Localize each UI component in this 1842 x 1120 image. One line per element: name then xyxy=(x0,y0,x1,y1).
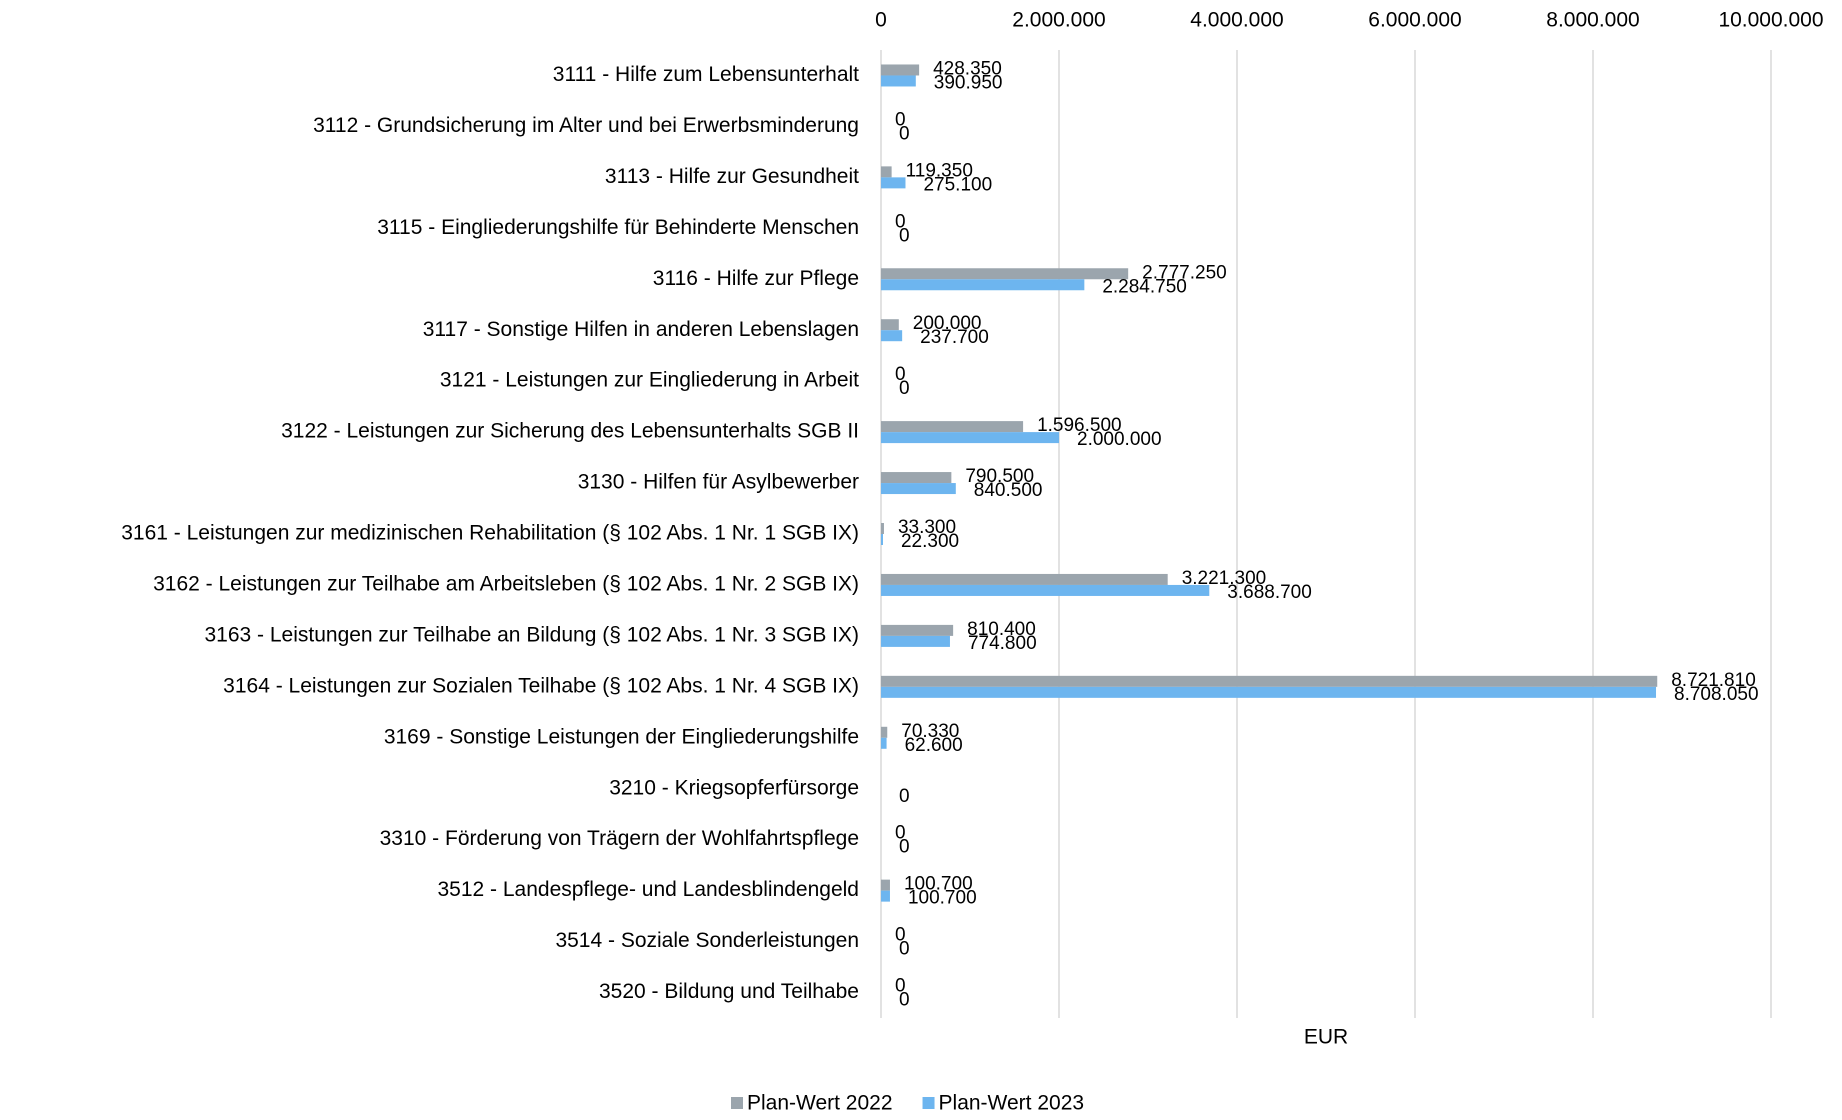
value-label: 0 xyxy=(895,823,906,844)
value-label: 0 xyxy=(899,786,910,807)
legend-swatch xyxy=(731,1097,743,1109)
value-label: 33.300 xyxy=(898,517,956,538)
bar xyxy=(881,268,1129,280)
value-label: 0 xyxy=(899,990,910,1011)
y-tick-label: 3117 - Sonstige Hilfen in anderen Lebens… xyxy=(423,318,859,341)
x-tick-label: 4.000.000 xyxy=(1190,9,1283,32)
value-label: 119.350 xyxy=(906,160,973,181)
value-label: 2.284.750 xyxy=(1102,276,1187,297)
value-label: 62.600 xyxy=(905,735,963,756)
bar xyxy=(881,624,954,636)
x-axis-label: EUR xyxy=(1304,1026,1348,1049)
value-label: 2.777.250 xyxy=(1142,262,1227,283)
y-tick-label: 3164 - Leistungen zur Sozialen Teilhabe … xyxy=(223,674,859,697)
value-label: 0 xyxy=(899,378,910,399)
value-label: 100.700 xyxy=(904,874,973,895)
bar xyxy=(881,573,1168,585)
y-tick-label: 3122 - Leistungen zur Sicherung des Lebe… xyxy=(281,420,859,443)
legend-label: Plan-Wert 2022 xyxy=(747,1092,893,1115)
bar xyxy=(881,75,916,87)
value-label: 8.721.810 xyxy=(1671,670,1756,691)
bar xyxy=(881,675,1658,687)
value-label: 200.000 xyxy=(913,313,982,334)
value-label: 237.700 xyxy=(920,327,989,348)
bar xyxy=(881,523,884,534)
bar xyxy=(881,330,903,342)
value-label: 0 xyxy=(895,211,906,232)
value-label: 0 xyxy=(899,225,910,246)
value-label: 790.500 xyxy=(965,466,1034,487)
value-label: 774.800 xyxy=(968,633,1037,654)
bar xyxy=(881,726,888,738)
value-label: 840.500 xyxy=(974,480,1043,501)
value-label: 3.221.300 xyxy=(1182,568,1267,589)
bar xyxy=(881,432,1059,444)
x-tick-label: 10.000.000 xyxy=(1718,9,1823,32)
y-tick-label: 3512 - Landespflege- und Landesblindenge… xyxy=(437,878,859,901)
bar xyxy=(881,483,956,495)
value-label: 22.300 xyxy=(901,531,959,552)
y-tick-label: 3210 - Kriegsopferfürsorge xyxy=(609,776,859,799)
bar xyxy=(881,890,890,902)
y-tick-label: 3113 - Hilfe zur Gesundheit xyxy=(605,165,859,188)
x-tick-label: 0 xyxy=(875,9,887,32)
bar xyxy=(881,319,899,331)
legend-swatch xyxy=(922,1097,935,1109)
bar xyxy=(881,879,890,891)
bar xyxy=(881,64,920,76)
x-tick-label: 2.000.000 xyxy=(1012,9,1105,32)
y-tick-label: 3520 - Bildung und Teilhabe xyxy=(599,980,859,1003)
bar xyxy=(881,166,892,178)
bar xyxy=(881,534,883,545)
bar xyxy=(881,279,1085,291)
value-label: 0 xyxy=(899,939,910,960)
y-tick-label: 3121 - Leistungen zur Eingliederung in A… xyxy=(440,369,859,392)
value-label: 0 xyxy=(895,925,906,946)
value-label: 1.596.500 xyxy=(1037,415,1122,436)
y-tick-label: 3161 - Leistungen zur medizinischen Reha… xyxy=(121,522,859,545)
legend-label: Plan-Wert 2023 xyxy=(939,1092,1085,1115)
value-label: 428.350 xyxy=(933,58,1002,79)
y-tick-label: 3163 - Leistungen zur Teilhabe an Bildun… xyxy=(204,623,859,646)
y-tick-label: 3169 - Sonstige Leistungen der Eingliede… xyxy=(384,725,859,748)
value-label: 0 xyxy=(895,109,906,130)
bar xyxy=(881,421,1024,433)
value-label: 390.950 xyxy=(934,72,1003,93)
value-label: 0 xyxy=(899,837,910,858)
bar xyxy=(881,686,1657,698)
bar xyxy=(881,177,906,189)
value-label: 0 xyxy=(895,976,906,997)
y-tick-label: 3115 - Eingliederungshilfe für Behindert… xyxy=(377,216,859,239)
bar xyxy=(881,584,1210,596)
x-tick-label: 6.000.000 xyxy=(1368,9,1461,32)
bar xyxy=(881,635,950,647)
value-label: 2.000.000 xyxy=(1077,429,1162,450)
bar xyxy=(881,737,887,749)
value-label: 100.700 xyxy=(908,888,977,909)
y-tick-label: 3130 - Hilfen für Asylbewerber xyxy=(578,471,859,494)
y-tick-label: 3112 - Grundsicherung im Alter und bei E… xyxy=(313,114,859,137)
value-label: 70.330 xyxy=(901,721,959,742)
value-label: 3.688.700 xyxy=(1227,582,1312,603)
x-tick-label: 8.000.000 xyxy=(1546,9,1639,32)
value-label: 0 xyxy=(895,364,906,385)
value-label: 0 xyxy=(899,123,910,144)
y-tick-label: 3310 - Förderung von Trägern der Wohlfah… xyxy=(380,827,859,850)
value-label: 275.100 xyxy=(923,174,992,195)
bar xyxy=(881,472,952,484)
y-tick-label: 3162 - Leistungen zur Teilhabe am Arbeit… xyxy=(153,572,859,595)
y-tick-label: 3116 - Hilfe zur Pflege xyxy=(653,267,859,290)
y-tick-label: 3514 - Soziale Sonderleistungen xyxy=(555,929,859,952)
value-label: 810.400 xyxy=(967,619,1036,640)
y-tick-label: 3111 - Hilfe zum Lebensunterhalt xyxy=(553,63,859,86)
value-label: 8.708.050 xyxy=(1674,684,1759,705)
